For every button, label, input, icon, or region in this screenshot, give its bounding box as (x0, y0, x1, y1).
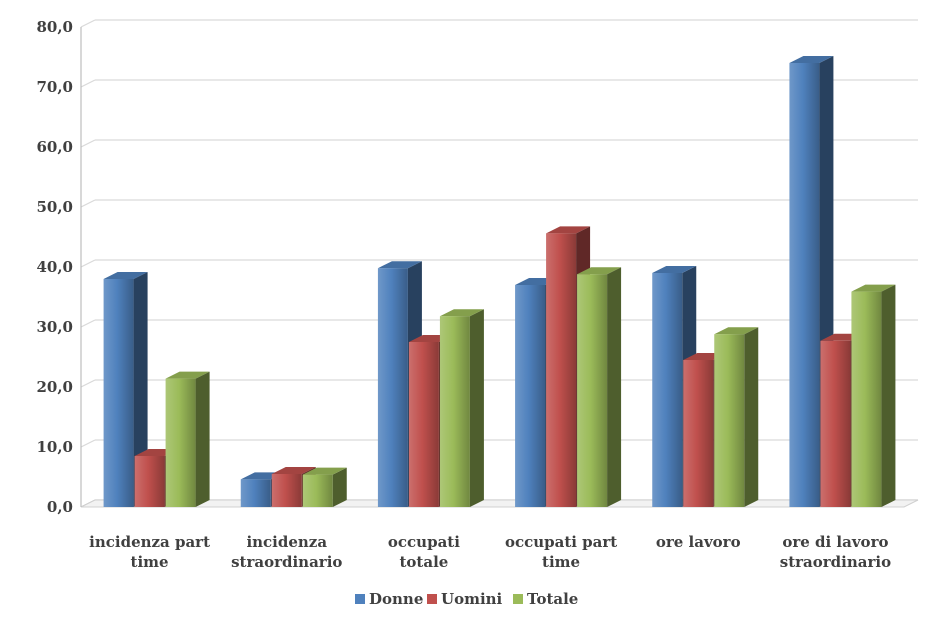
gridline-diag (80, 19, 96, 28)
bar-top (302, 467, 347, 475)
bar-side (744, 327, 759, 507)
bar-front (103, 279, 134, 507)
bar-top (652, 266, 697, 273)
gridline-diag (80, 139, 96, 148)
legend: Donne Uomini Totale (355, 590, 578, 608)
y-tick-label: 0,0 (47, 498, 73, 516)
bar-top (165, 371, 210, 379)
bar-top (271, 467, 316, 474)
gridline-diag (80, 79, 96, 88)
bar-side (607, 267, 622, 507)
gridline-diag (80, 199, 96, 208)
bar-front (439, 316, 470, 507)
bar-front (515, 285, 546, 507)
bar-front (683, 360, 714, 507)
bar (165, 371, 210, 507)
bar-top (546, 226, 591, 234)
bar-front (714, 334, 745, 507)
bar (439, 309, 484, 507)
y-tick-label: 20,0 (36, 378, 73, 396)
y-tick-label: 30,0 (36, 318, 73, 336)
bar-top (577, 267, 622, 275)
bar-front (851, 291, 882, 507)
y-tick-label: 80,0 (36, 18, 73, 36)
bars (103, 56, 896, 507)
bar-side (881, 284, 896, 507)
gridline-diag (80, 319, 96, 328)
y-tick-label: 50,0 (36, 198, 73, 216)
legend-swatch (427, 594, 437, 604)
bar-front (271, 474, 302, 507)
gridline-diag (80, 259, 96, 268)
x-category-label: incidenza straordinario (231, 533, 342, 571)
bar-top (789, 56, 834, 63)
gridline-diag (80, 439, 96, 448)
bar (851, 284, 896, 507)
bar-front (240, 479, 271, 507)
legend-item: Uomini (427, 590, 503, 608)
bar-top (851, 284, 896, 292)
y-tick-label: 70,0 (36, 78, 73, 96)
x-category-label: ore di lavoro straordinario (780, 533, 891, 571)
bar-top (714, 327, 759, 335)
legend-item: Totale (513, 590, 578, 608)
bar-front (789, 63, 820, 507)
x-category-label: incidenza part time (89, 533, 210, 571)
gridlines (80, 19, 919, 508)
bar-side (332, 467, 347, 507)
bar-front (652, 273, 683, 507)
legend-label: Uomini (441, 590, 503, 608)
y-tick-label: 40,0 (36, 258, 73, 276)
legend-label: Donne (369, 590, 423, 608)
bar-side (133, 272, 148, 507)
bar-front (546, 233, 577, 507)
y-tick-label: 60,0 (36, 138, 73, 156)
legend-swatch (513, 594, 523, 604)
bar (577, 267, 622, 507)
x-category-label: ore lavoro (656, 533, 741, 551)
bar (302, 467, 347, 507)
gridline-diag (80, 379, 96, 388)
bar-side (195, 371, 210, 507)
y-tick-label: 10,0 (36, 438, 73, 456)
bar-front (820, 340, 851, 507)
bar-top (439, 309, 484, 317)
bar-top (377, 261, 422, 269)
bar-front (577, 274, 608, 507)
y-axis-ticks: 0,0 10,0 20,0 30,0 40,0 50,0 60,0 70,0 80,0 (36, 18, 73, 516)
bar-front (302, 474, 333, 507)
bar-front (408, 342, 439, 507)
bar-front (134, 456, 165, 507)
legend-swatch (355, 594, 365, 604)
bar-front (165, 378, 196, 507)
bar-top (103, 272, 148, 279)
bar (103, 272, 148, 507)
x-category-label: occupati part time (505, 533, 617, 571)
bar (714, 327, 759, 507)
x-axis-labels: incidenza part time incidenza straordinario… (89, 533, 891, 571)
legend-label: Totale (527, 590, 578, 608)
bar-side (469, 309, 484, 507)
legend-item: Donne (355, 590, 423, 608)
x-category-label: occupati totale (388, 533, 460, 571)
bar-front (377, 268, 408, 507)
